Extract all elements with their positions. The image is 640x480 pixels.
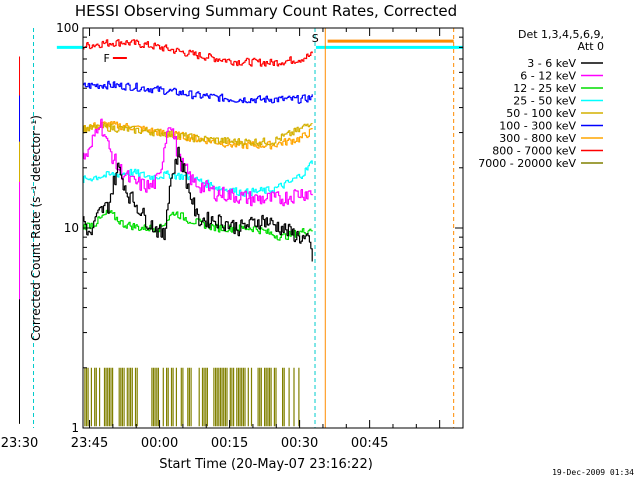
timestamp: 19-Dec-2009 01:34	[552, 468, 634, 477]
legend-label: 800 - 7000 keV	[492, 145, 576, 158]
plot-frame	[82, 27, 464, 429]
x-axis: 23:30 23:45 00:00 00:15 00:30 00:45	[1, 28, 441, 451]
x-tick-label: 00:45	[351, 436, 388, 451]
plot-area: FS	[19, 28, 463, 428]
flag-label: F	[104, 52, 110, 65]
series-line	[83, 39, 313, 67]
series-line	[83, 80, 313, 104]
chart-title: HESSI Observing Summary Count Rates, Cor…	[75, 2, 457, 20]
x-tick-label: 23:45	[71, 436, 108, 451]
y-tick-label: 1	[71, 421, 79, 435]
x-tick-label: 00:00	[141, 436, 178, 451]
y-tick-label: 10	[64, 221, 79, 235]
legend-label: 100 - 300 keV	[499, 120, 576, 133]
legend-label: 6 - 12 keV	[520, 70, 576, 83]
y-tick-label: 100	[56, 21, 79, 35]
legend-label: 7000 - 20000 keV	[478, 157, 576, 170]
legend-label: 25 - 50 keV	[513, 95, 576, 108]
legend-label: 3 - 6 keV	[527, 57, 576, 70]
legend-label: 50 - 100 keV	[506, 107, 576, 120]
y-axis-label: Corrected Count Rate (s⁻¹ detector⁻¹)	[29, 115, 43, 341]
legend-header-line-1: Det 1,3,4,5,6,9,	[518, 28, 604, 41]
y-axis: 1 10 100	[56, 21, 463, 435]
x-tick-label: 00:30	[281, 436, 318, 451]
legend-label: 300 - 800 keV	[499, 132, 576, 145]
x-tick-label: 23:30	[1, 436, 38, 451]
series-line	[83, 160, 313, 197]
series-line	[83, 146, 313, 262]
series-line	[84, 367, 300, 427]
legend-header-line-2: Att 0	[578, 40, 604, 53]
flag-label: S	[312, 32, 319, 45]
x-tick-label: 00:15	[211, 436, 248, 451]
legend-label: 12 - 25 keV	[513, 82, 576, 95]
series-line	[83, 122, 313, 147]
x-axis-label: Start Time (20-May-07 23:16:22)	[159, 457, 373, 472]
